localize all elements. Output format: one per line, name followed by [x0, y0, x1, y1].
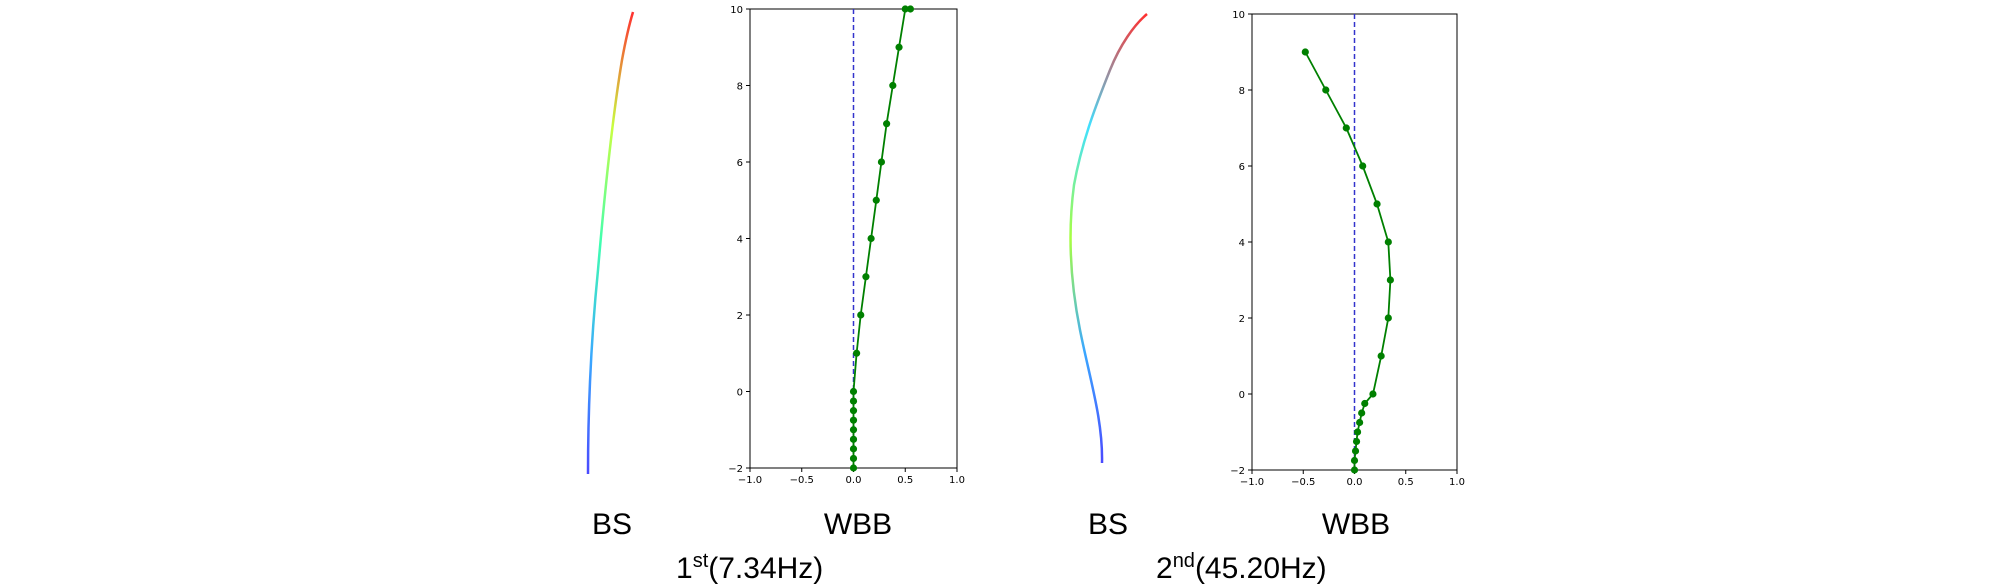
data-point [1352, 437, 1361, 446]
bs-mode2-shape [1069, 13, 1148, 464]
mode2-caption: 2nd(45.20Hz) [1156, 550, 1327, 586]
wbb-mode1-chart: −1.0 −0.5 0.0 0.5 1.0 −2 0 2 4 6 8 10 [728, 5, 965, 486]
data-point [1350, 466, 1359, 474]
data-point [1361, 399, 1369, 408]
data-point [1384, 314, 1392, 322]
data-point [1369, 390, 1377, 398]
y-tick-label: 4 [737, 235, 743, 246]
x-tick-label: 0.5 [1398, 477, 1414, 488]
wbb-label-mode1: WBB [823, 508, 893, 541]
x-tick-label: 1.0 [1449, 477, 1465, 488]
data-point [1377, 352, 1385, 360]
data-point [857, 311, 865, 319]
data-point [872, 196, 880, 204]
data-point [849, 397, 858, 405]
x-tick-label: 0.0 [1347, 477, 1363, 488]
data-point [853, 349, 861, 357]
data-point [1342, 124, 1350, 132]
data-point [906, 5, 915, 13]
bs-mode1-shape [586, 11, 635, 475]
data-point [1322, 86, 1330, 94]
data-point [1359, 162, 1367, 170]
data-point [849, 426, 858, 434]
data-point [1350, 456, 1359, 465]
y-tick-label: 2 [737, 311, 743, 322]
x-tick-label: −1.0 [738, 475, 762, 486]
data-point [1301, 48, 1309, 56]
y-tick-label: 8 [1239, 86, 1245, 97]
data-point [867, 234, 875, 243]
data-point [895, 43, 903, 51]
data-point [849, 416, 858, 424]
data-point [889, 81, 897, 90]
x-tick-label: 0.5 [897, 475, 913, 486]
data-point [1386, 276, 1394, 284]
x-tick-label: −0.5 [1291, 477, 1315, 488]
y-tick-label: 4 [1239, 238, 1245, 249]
y-tick-label: 8 [737, 82, 743, 93]
data-point [849, 464, 858, 472]
series-line [1304, 51, 1392, 470]
data-point [849, 445, 858, 453]
wbb-label-mode2: WBB [1321, 508, 1391, 541]
mode2-number: 2 [1156, 552, 1173, 585]
y-tick-label: 10 [1232, 10, 1245, 21]
y-tick-label: 2 [1239, 314, 1245, 325]
data-point [862, 273, 870, 281]
y-tick-label: −2 [728, 464, 743, 475]
data-point [849, 407, 858, 415]
mode2-ordinal: nd [1172, 550, 1195, 572]
data-point [883, 120, 891, 128]
bs-label-mode2: BS [1087, 508, 1129, 541]
y-tick-label: 6 [1239, 162, 1245, 173]
x-tick-label: −0.5 [790, 475, 814, 486]
data-point [1384, 238, 1392, 246]
y-tick-label: 6 [737, 158, 743, 169]
x-tick-label: 1.0 [949, 475, 965, 486]
mode1-number: 1 [676, 552, 693, 585]
bs-label-mode1: BS [591, 508, 633, 541]
y-tick-label: 0 [737, 388, 743, 399]
series-line [852, 8, 911, 468]
data-point [849, 387, 858, 396]
wbb-mode2-chart: −1.0 −0.5 0.0 0.5 1.0 −2 0 2 4 6 8 10 [1230, 10, 1465, 488]
data-point [877, 158, 886, 166]
x-tick-label: −1.0 [1240, 477, 1264, 488]
data-point [1353, 428, 1362, 436]
data-point [901, 5, 909, 13]
mode1-caption: 1st(7.34Hz) [676, 550, 824, 586]
x-tick-label: 0.0 [846, 475, 862, 486]
mode2-frequency: (45.20Hz) [1194, 552, 1327, 585]
y-tick-label: 10 [730, 5, 743, 16]
y-tick-label: −2 [1230, 466, 1245, 477]
data-point [849, 454, 858, 463]
data-point [1351, 447, 1360, 455]
mode1-frequency: (7.34Hz) [708, 552, 824, 585]
data-point [1358, 409, 1366, 417]
mode1-ordinal: st [692, 550, 709, 572]
data-point [849, 435, 858, 443]
data-point [1356, 418, 1364, 427]
y-tick-label: 0 [1239, 390, 1245, 401]
data-point [1373, 200, 1381, 208]
